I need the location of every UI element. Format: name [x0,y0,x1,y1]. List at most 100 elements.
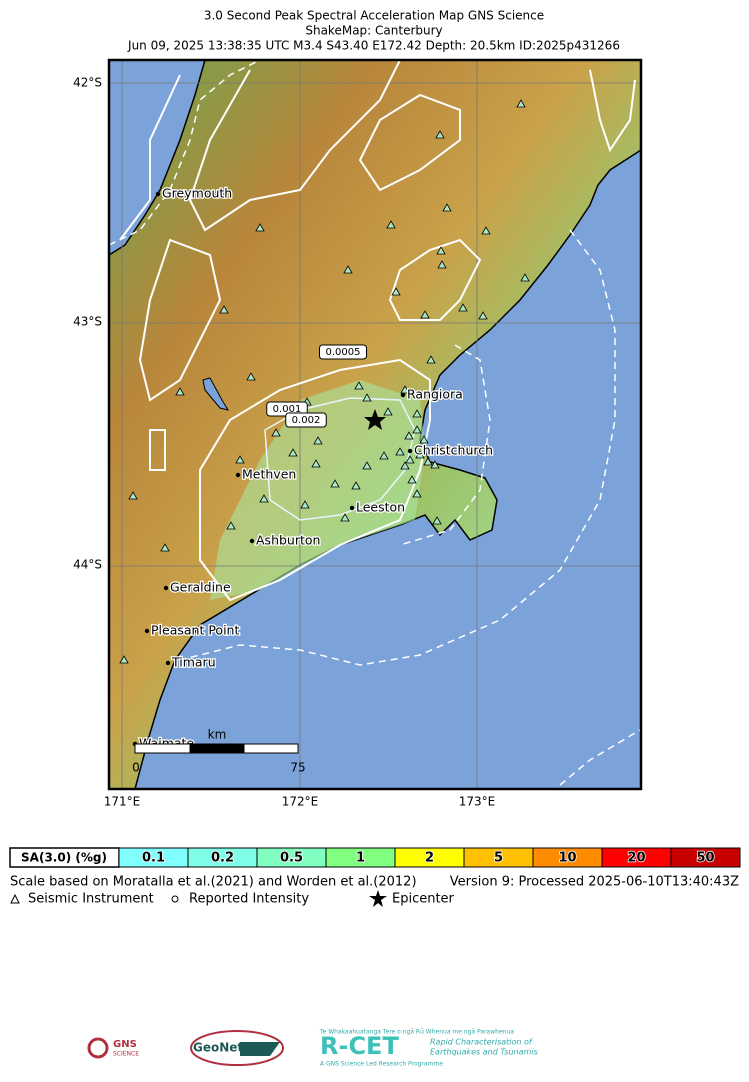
rcet-sub: A GNS Science Led Research Programme [320,1061,443,1068]
station [259,494,269,503]
legend-level: 0.2 [211,851,234,866]
station [235,455,245,464]
place-dot [165,660,171,666]
logo-rcet: Te Whakaahuatanga Tere o ngā Rū Whenua m… [319,1029,538,1068]
legend-level: 5 [494,851,503,866]
rcet-desc: Rapid Characterisation of [430,1038,533,1047]
symbol-label: Epicenter [392,892,455,907]
plains [210,380,425,600]
station [395,447,405,456]
station [246,372,256,381]
place-dot [407,448,413,454]
place-label: Christchurch [414,443,493,458]
station [520,273,530,282]
lon-label: 173°E [459,795,496,809]
station [442,203,452,212]
station [311,459,321,468]
graticule [109,60,641,789]
symbol-label: Seismic Instrument [28,892,154,907]
version: Version 9: Processed 2025-06-10T13:40:43… [450,875,739,890]
station [383,407,393,416]
station [478,311,488,320]
station [400,461,410,470]
instrument-symbol [10,893,20,904]
station [313,436,323,445]
epicenter [364,409,386,430]
places: Greymouth Rangiora Christchurch Methven Lees… [132,184,494,752]
scale-note: Scale based on Moratalla et al.(2021) an… [10,875,417,890]
legend-level: 10 [558,851,576,866]
rcet-text: R-CET [320,1032,399,1060]
geonet-text: GeoNet [193,1041,243,1055]
place-label: Pleasant Point [151,623,239,638]
station [362,393,372,402]
station [405,455,415,464]
stations [119,99,530,664]
legend-level: 2 [425,851,434,866]
place-label: Ashburton [256,533,320,548]
logo-gns: GNS SCIENCE [87,1037,139,1059]
station [160,543,170,552]
legend-bin [670,847,741,868]
place-label: Leeston [356,500,405,515]
station [423,457,433,466]
station [362,461,372,470]
station [412,489,422,498]
station [288,448,298,457]
scale-bar: km 0 75 [132,728,305,775]
legend-level: 0.1 [142,851,165,866]
legend-level: 20 [627,851,645,866]
place-label: Greymouth [162,186,232,201]
place-dot [400,392,406,398]
station [354,381,364,390]
scale-start: 0 [132,761,140,775]
station [128,491,138,500]
place-label: Methven [242,467,296,482]
station [219,305,229,314]
station [255,223,265,232]
station [458,303,468,312]
lon-label: 172°E [282,795,319,809]
legend-title: SA(3.0) (%g) [21,851,107,865]
scale-unit: km [208,728,227,742]
station [175,387,185,396]
scale-end: 75 [290,761,305,775]
contours-inner [264,397,416,521]
station [419,435,429,444]
map-frame [107,58,643,791]
lat-label: 44°S [73,558,102,572]
symbol-label: Reported Intensity [189,892,309,907]
station [119,655,129,664]
dashed-contours [109,60,641,786]
rcet-desc: Earthquakes and Tsunamis [430,1048,538,1057]
station [412,409,422,418]
title-line: Jun 09, 2025 13:38:35 UTC M3.4 S43.40 E1… [127,39,620,53]
rcet-tagline: Te Whakaahuatanga Tere o ngā Rū Whenua m… [319,1029,514,1036]
station [435,130,445,139]
map: Greymouth Rangiora Christchurch Methven Lees… [109,60,641,789]
station [404,431,414,440]
contour-label: 0.002 [292,415,321,426]
station [351,481,361,490]
place-dot [144,628,150,634]
contours [119,60,636,602]
contour-label: 0.0005 [326,347,361,358]
station [226,521,236,530]
intensity-symbol [171,895,179,903]
place-dot [155,191,161,197]
station [415,450,425,459]
legend-level: 50 [696,851,714,866]
logo-geonet: GeoNet [190,1030,284,1066]
station [340,513,350,522]
station [300,500,310,509]
gns-sub: SCIENCE [113,1051,139,1058]
place-dot [235,472,241,478]
station [436,246,446,255]
station [516,99,526,108]
lon-label: 171°E [104,795,141,809]
station [407,475,417,484]
place-label: Timaru [171,655,216,670]
station [386,220,396,229]
legend-level: 0.5 [280,851,303,866]
place-label: Geraldine [170,580,231,595]
